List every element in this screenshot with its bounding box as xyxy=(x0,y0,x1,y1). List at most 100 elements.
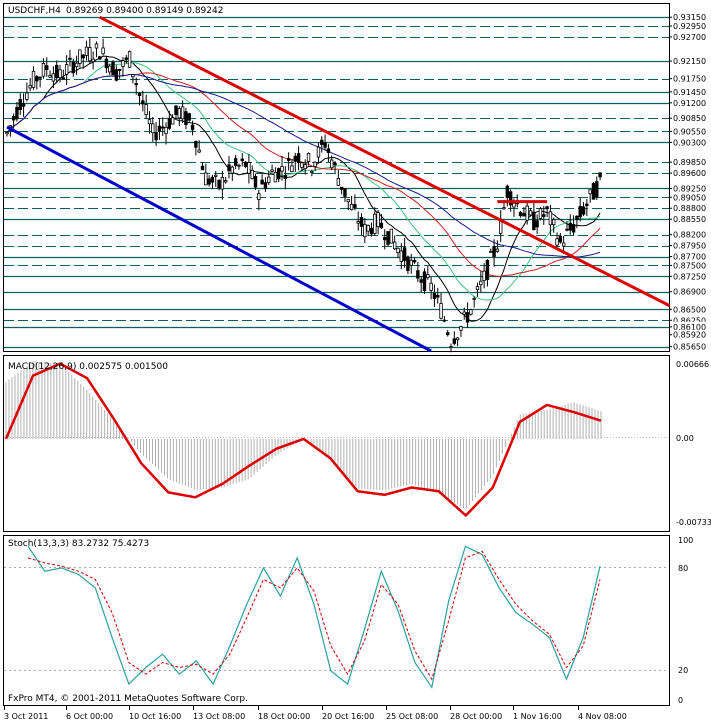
candle-body xyxy=(330,159,334,169)
candle-body xyxy=(595,181,599,198)
price-tick-bg xyxy=(671,321,711,331)
price-tick-label: 0.89250 xyxy=(673,184,706,193)
candle-body xyxy=(525,205,529,221)
candle-body xyxy=(141,100,145,105)
price-tick-label: 0.88550 xyxy=(673,215,706,224)
price-tick-label: 0.87250 xyxy=(673,272,706,281)
price-tick-bg xyxy=(671,260,711,270)
candle-body xyxy=(392,241,397,250)
price-tick-label: 0.87700 xyxy=(673,253,706,262)
candle-body xyxy=(21,103,26,107)
price-tick-label: 0.91450 xyxy=(673,88,706,97)
candle-body xyxy=(296,153,301,163)
candle-body xyxy=(532,211,536,231)
stoch-label: Stoch(13,3,3) 83.2732 75.4273 xyxy=(8,539,149,549)
candle-body xyxy=(383,237,387,241)
candle-body xyxy=(422,271,427,291)
candle-body xyxy=(578,206,582,218)
price-tick-bg xyxy=(671,137,711,147)
candle-body xyxy=(164,126,168,135)
candle-body xyxy=(131,74,135,78)
candle-body xyxy=(31,70,36,88)
price-tick-bg xyxy=(671,341,711,351)
candle-body xyxy=(58,69,62,79)
candle-body xyxy=(170,117,175,125)
candle-body xyxy=(542,214,546,217)
candle-body xyxy=(535,220,539,228)
stoch-signal-line xyxy=(27,550,601,681)
price-tick-label: 0.89600 xyxy=(673,169,706,178)
candle-body xyxy=(396,247,400,254)
candle-body xyxy=(568,222,572,231)
macd-panel-frame xyxy=(3,355,670,532)
candle-body xyxy=(210,176,215,183)
price-tick-label: 0.87500 xyxy=(673,261,706,270)
price-tick-bg xyxy=(671,12,711,22)
candle-body xyxy=(591,183,596,200)
candle-body xyxy=(379,222,384,229)
price-tick-label: 0.86100 xyxy=(673,323,706,332)
price-tick-label: 0.92150 xyxy=(673,57,706,66)
candle-body xyxy=(190,124,195,131)
stoch-axis-0: 0 xyxy=(678,696,683,705)
candle-body xyxy=(522,213,526,217)
stoch-panel-frame xyxy=(3,535,670,706)
candle-body xyxy=(28,84,32,89)
price-level-lines xyxy=(4,16,669,349)
candle-body xyxy=(426,274,430,278)
price-tick-bg xyxy=(671,271,711,281)
price-tick-label: 0.90300 xyxy=(673,138,706,147)
candle-body xyxy=(495,248,500,252)
candle-body xyxy=(104,58,109,69)
candle-body xyxy=(445,332,450,336)
candle-body xyxy=(55,64,59,79)
stoch-axis-80: 80 xyxy=(678,564,688,573)
candle-body xyxy=(439,303,443,319)
macd-histogram xyxy=(5,361,602,509)
candle-body xyxy=(74,62,79,68)
ohlc-readout: 0.89269 0.89400 0.89149 0.89242 xyxy=(66,6,223,16)
candle-body xyxy=(121,60,125,67)
candle-body xyxy=(316,146,321,158)
candle-body xyxy=(552,219,556,225)
price-tick-label: 0.92950 xyxy=(673,22,706,31)
trendlines[interactable] xyxy=(6,15,671,353)
price-tick-bg xyxy=(671,304,711,314)
candle-body xyxy=(81,54,85,59)
candle-body xyxy=(247,162,251,174)
macd-axis-top: 0.00666 xyxy=(676,360,709,369)
candle-body xyxy=(114,69,119,81)
candle-body xyxy=(303,164,307,170)
candle-body xyxy=(571,224,576,233)
candlesticks xyxy=(5,37,602,353)
candle-body xyxy=(545,206,549,210)
candle-body xyxy=(134,83,138,86)
blue-trendline xyxy=(6,125,432,353)
price-tick-label: 0.89850 xyxy=(673,158,706,167)
date-label: 1 Nov 16:00 xyxy=(513,712,562,721)
candle-body xyxy=(233,158,238,166)
date-label: 4 Nov 08:00 xyxy=(578,712,627,721)
price-tick-bg xyxy=(671,240,711,250)
candle-body xyxy=(349,203,354,211)
candle-body xyxy=(111,61,115,76)
price-tick-label: 0.86900 xyxy=(673,288,706,297)
candle-body xyxy=(187,113,191,121)
candle-body xyxy=(5,131,9,135)
candle-body xyxy=(492,246,496,257)
candle-body xyxy=(214,174,218,177)
candle-body xyxy=(220,177,225,190)
candle-body xyxy=(419,279,423,283)
candle-body xyxy=(101,47,105,55)
moving-average-line xyxy=(6,62,601,301)
price-tick-bg xyxy=(671,73,711,83)
stoch-lines xyxy=(27,545,601,689)
candle-body xyxy=(270,169,274,172)
candle-body xyxy=(91,58,95,63)
price-tick-label: 0.91750 xyxy=(673,75,706,84)
symbol-label: USDCHF,H4 xyxy=(8,6,61,16)
candle-body xyxy=(177,108,181,119)
candle-body xyxy=(502,207,506,210)
